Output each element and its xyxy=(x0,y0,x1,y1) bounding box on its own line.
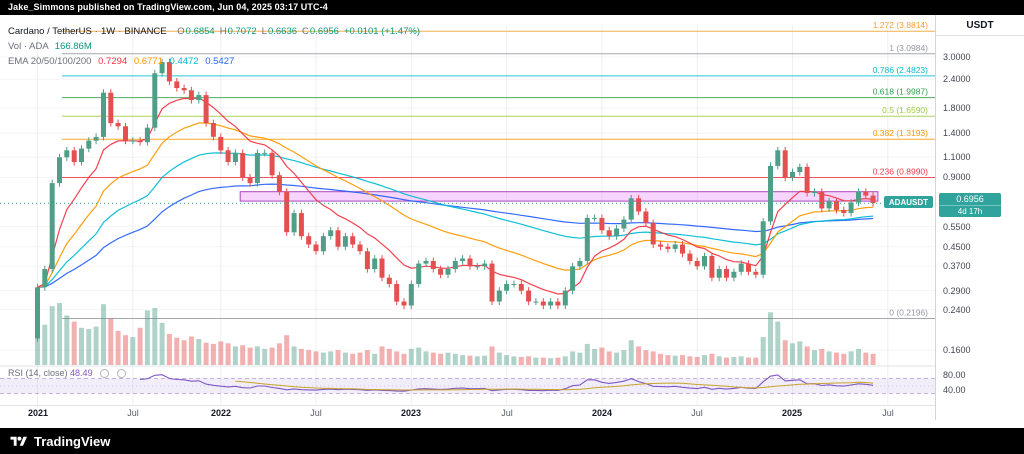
close-label: C xyxy=(302,26,309,37)
low-label: L xyxy=(261,26,267,37)
rsi-tick: 40.00 xyxy=(943,385,966,395)
rsi-label: RSI (14, close) xyxy=(8,368,68,378)
time-axis-label: Jul xyxy=(127,408,139,418)
publish-bar: Jake_Simmons published on TradingView.co… xyxy=(0,0,1024,15)
svg-text:1.272 (3.8814): 1.272 (3.8814) xyxy=(873,20,928,30)
rsi-tick: 80.00 xyxy=(943,370,966,380)
time-axis-label: Jul xyxy=(882,408,894,418)
svg-text:0.236 (0.8990): 0.236 (0.8990) xyxy=(873,167,928,177)
price-tick: 0.4500 xyxy=(943,242,971,252)
price-tick: 0.9000 xyxy=(943,172,971,182)
price-tick: 0.2400 xyxy=(943,305,971,315)
svg-text:0.618 (1.9987): 0.618 (1.9987) xyxy=(873,87,928,97)
chart-legend: Cardano / TetherUS · 1W · BINANCE O0.6854 H0.… xyxy=(8,24,421,69)
brand-name[interactable]: TradingView xyxy=(34,433,111,449)
ema-label: EMA 20/50/100/200 xyxy=(8,56,92,67)
candlestick-chart[interactable]: 1.272 (3.8814) 1 (3.0984) 0.786 (2.4823) 0.… xyxy=(0,15,935,405)
price-tick: 0.2900 xyxy=(943,286,971,296)
exchange-label: BINANCE xyxy=(124,26,167,37)
price-tick: 2.4000 xyxy=(943,74,971,84)
price-tick: 0.5500 xyxy=(943,222,971,232)
ema-legend-row[interactable]: EMA 20/50/100/200 0.7294 0.6771 0.4472 0… xyxy=(8,54,421,69)
volume-value: 166.86M xyxy=(54,41,92,52)
publish-text: Jake_Simmons published on TradingView.co… xyxy=(8,2,328,12)
time-axis-label: 2024 xyxy=(591,408,613,418)
volume-label: Vol · ADA xyxy=(8,41,49,52)
price-scale[interactable]: USDT 3.0000 2.4000 1.8000 1.4000 1.1000 0.900… xyxy=(935,15,1024,420)
symbol-title: Cardano / TetherUS xyxy=(8,26,92,37)
price-tick: 1.8000 xyxy=(943,103,971,113)
svg-text:0.382 (1.3193): 0.382 (1.3193) xyxy=(873,128,928,138)
rsi-visibility-icon[interactable] xyxy=(100,369,110,379)
symbol-legend-row[interactable]: Cardano / TetherUS · 1W · BINANCE O0.6854 H0.… xyxy=(8,24,421,39)
separator: · xyxy=(118,26,122,37)
chart-region: 1.272 (3.8814) 1 (3.0984) 0.786 (2.4823) 0.… xyxy=(0,15,1024,421)
price-tick: 1.1000 xyxy=(943,152,971,162)
ema50-value: 0.6771 xyxy=(133,56,163,67)
change-value: +0.0101 (+1.47%) xyxy=(343,26,421,37)
volume-legend-row[interactable]: Vol · ADA 166.86M xyxy=(8,39,421,54)
ema100-value: 0.4472 xyxy=(169,56,199,67)
tradingview-logo-icon[interactable] xyxy=(10,434,27,449)
price-tick: 0.3700 xyxy=(943,261,971,271)
open-value: 0.6854 xyxy=(185,26,215,37)
high-value: 0.7072 xyxy=(227,26,257,37)
time-axis-label: 2025 xyxy=(781,408,803,418)
currency-label: USDT xyxy=(936,15,1024,36)
rsi-legend[interactable]: RSI (14, close) 48.49 xyxy=(8,367,126,379)
price-tick: 1.4000 xyxy=(943,128,971,138)
bar-countdown: 4d 17h xyxy=(939,205,1001,217)
rsi-value: 48.49 xyxy=(70,368,93,378)
svg-text:0.5 (1.6590): 0.5 (1.6590) xyxy=(882,105,928,115)
ema200-value: 0.5427 xyxy=(205,56,235,67)
svg-text:1 (3.0984): 1 (3.0984) xyxy=(889,43,928,53)
current-price: 0.6956 xyxy=(956,194,984,204)
rsi-settings-icon[interactable] xyxy=(116,369,126,379)
time-axis-label: 2023 xyxy=(400,408,422,418)
chart-area[interactable]: 1.272 (3.8814) 1 (3.0984) 0.786 (2.4823) 0.… xyxy=(0,15,935,421)
high-label: H xyxy=(219,26,227,37)
ema20-value: 0.7294 xyxy=(98,56,128,67)
separator: · xyxy=(94,26,98,37)
svg-text:0.786 (2.4823): 0.786 (2.4823) xyxy=(873,65,928,75)
price-tick: 0.1600 xyxy=(943,345,971,355)
current-price-badge: 0.6956 4d 17h xyxy=(939,193,1001,217)
interval-label: 1W xyxy=(100,26,116,37)
footer-bar: TradingView xyxy=(0,428,1024,454)
svg-text:0 (0.2196): 0 (0.2196) xyxy=(889,308,928,318)
open-label: O xyxy=(177,26,185,37)
ohlc-values: O0.6854 H0.7072 L0.6636 C0.6956 +0.0101 (+1.… xyxy=(177,26,421,37)
time-axis-label: 2021 xyxy=(27,408,49,418)
time-axis-label: Jul xyxy=(691,408,703,418)
symbol-price-badge: ADAUSDT xyxy=(883,196,933,208)
time-axis[interactable]: 2021 Jul 2022 Jul 2023 Jul 2024 Jul 2025 Jul xyxy=(0,405,935,421)
time-axis-label: 2022 xyxy=(210,408,232,418)
low-value: 0.6636 xyxy=(267,26,298,37)
bottom-gap xyxy=(0,420,1024,428)
time-axis-label: Jul xyxy=(310,408,322,418)
time-axis-label: Jul xyxy=(501,408,513,418)
close-value: 0.6956 xyxy=(309,26,339,37)
price-tick: 3.0000 xyxy=(943,52,971,62)
